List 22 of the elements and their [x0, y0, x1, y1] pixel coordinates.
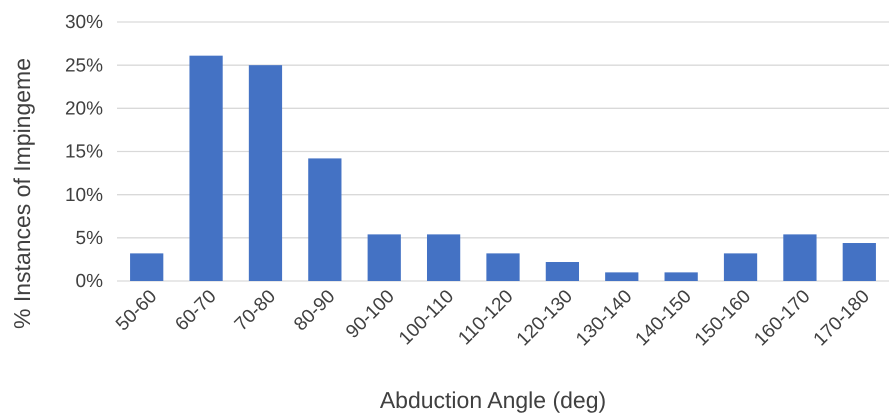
bar: [368, 234, 401, 281]
bar: [248, 65, 282, 281]
y-tick-label: 15%: [64, 142, 104, 163]
bar: [308, 158, 342, 281]
y-tick-label: 25%: [64, 55, 104, 76]
y-tick-label: 30%: [64, 12, 104, 34]
x-axis-title: Abduction Angle (deg): [380, 387, 606, 413]
bar: [783, 234, 817, 281]
y-tick-label: 10%: [64, 184, 104, 206]
bar: [605, 272, 638, 281]
y-tick-label: 5%: [76, 228, 104, 249]
bar: [426, 234, 460, 281]
bar: [486, 253, 520, 281]
bar: [842, 243, 876, 281]
y-tick-label: 20%: [64, 98, 104, 120]
y-axis-title: % Instances of Impingeme: [9, 58, 35, 330]
bar: [724, 253, 758, 281]
bar: [546, 262, 580, 281]
bar: [130, 253, 164, 281]
bar: [664, 272, 698, 281]
y-tick-label: 0%: [76, 271, 104, 292]
bar: [189, 56, 223, 281]
